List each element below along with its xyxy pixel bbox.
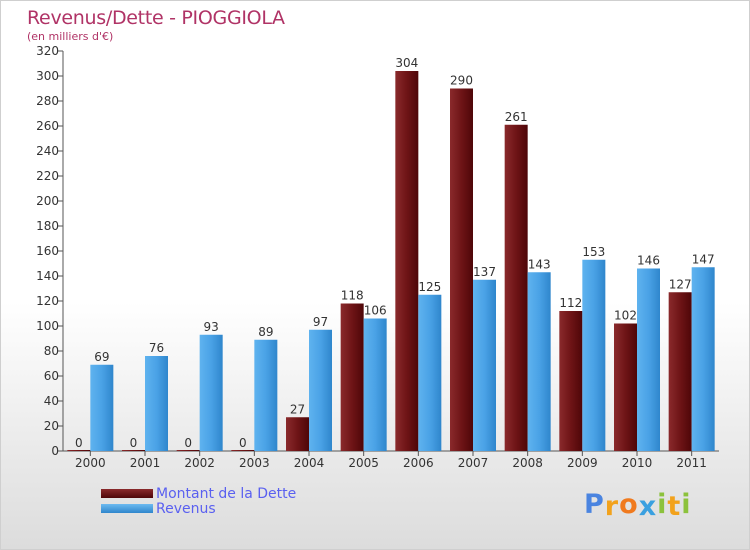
chart-subtitle: (en milliers d'€) (27, 30, 114, 43)
bar-debt-2008 (504, 124, 528, 451)
legend-label-debt: Montant de la Dette (156, 486, 297, 502)
data-label-revenus-2000: 69 (94, 350, 109, 364)
data-label-debt-2003: 0 (239, 436, 247, 450)
logo-letter: i (681, 489, 692, 520)
bar-revenus-2011 (691, 267, 715, 451)
data-label-debt-2006: 304 (395, 56, 418, 70)
data-label-debt-2000: 0 (75, 436, 83, 450)
y-tick-label: 20 (44, 419, 59, 433)
legend-swatch-debt (101, 489, 153, 498)
y-tick-label: 80 (44, 344, 59, 358)
logo-letter: t (667, 491, 682, 522)
y-tick-label: 0 (51, 444, 59, 458)
bar-revenus-2004 (309, 329, 332, 451)
data-label-debt-2004: 27 (290, 402, 305, 416)
data-label-debt-2010: 102 (614, 309, 637, 323)
y-tick-label: 100 (36, 319, 59, 333)
data-label-revenus-2001: 76 (149, 341, 164, 355)
logo-letter: r (604, 491, 620, 522)
y-tick-label: 60 (44, 369, 59, 383)
bar-debt-2000 (67, 450, 91, 451)
y-tick-label: 200 (36, 194, 59, 208)
x-tick-label: 2006 (403, 456, 434, 470)
logo-letter: i (657, 489, 668, 520)
y-tick-label: 280 (36, 94, 59, 108)
legend-label-revenus: Revenus (156, 501, 216, 517)
y-axis: 0 20 40 60 80 100 120 140 160 180 200 220 240 260 280 3… (36, 44, 64, 458)
proxiti-logo: Proxiti (584, 489, 692, 522)
x-tick-label: 2005 (348, 456, 379, 470)
data-label-revenus-2010: 146 (637, 254, 660, 268)
y-tick-label: 300 (36, 69, 59, 83)
data-label-debt-2001: 0 (130, 436, 138, 450)
data-label-revenus-2011: 147 (692, 252, 715, 266)
bar-debt-2005 (340, 303, 364, 451)
data-label-revenus-2009: 153 (582, 245, 605, 259)
y-tick-label: 180 (36, 219, 59, 233)
y-tick-label: 40 (44, 394, 59, 408)
x-tick-label: 2002 (184, 456, 215, 470)
x-tick-label: 2000 (75, 456, 106, 470)
data-label-revenus-2006: 125 (418, 280, 441, 294)
bar-debt-2007 (450, 88, 473, 451)
bar-revenus-2003 (254, 339, 278, 451)
bar-debt-2011 (668, 292, 692, 451)
data-label-revenus-2007: 137 (473, 265, 496, 279)
logo-letter: x (638, 491, 658, 522)
bar-debt-2002 (176, 450, 200, 451)
bar-debt-2004 (286, 417, 309, 451)
x-tick-label: 2009 (567, 456, 598, 470)
bar-revenus-2006 (418, 294, 442, 451)
x-tick-label: 2008 (512, 456, 543, 470)
y-tick-label: 220 (36, 169, 59, 183)
logo-letter: P (584, 489, 605, 520)
legend-swatch-revenus (101, 504, 153, 513)
x-tick-label: 2007 (458, 456, 489, 470)
bars (67, 71, 715, 451)
data-label-debt-2011: 127 (669, 277, 692, 291)
bar-revenus-2000 (90, 364, 114, 451)
x-tick-label: 2001 (130, 456, 161, 470)
y-tick-label: 160 (36, 244, 59, 258)
x-tick-label: 2004 (294, 456, 325, 470)
data-label-debt-2009: 112 (559, 296, 582, 310)
y-tick-label: 320 (36, 44, 59, 58)
bar-debt-2010 (614, 323, 637, 451)
bar-revenus-2002 (199, 334, 223, 451)
bar-revenus-2010 (637, 268, 660, 451)
data-label-revenus-2003: 89 (258, 325, 273, 339)
bar-debt-2003 (231, 450, 255, 451)
x-tick-label: 2011 (676, 456, 707, 470)
chart-title: Revenus/Dette - PIOGGIOLA (27, 7, 285, 29)
data-label-debt-2005: 118 (341, 289, 364, 303)
bar-revenus-2009 (582, 259, 606, 451)
x-axis: 2000 2001 2002 2003 2004 2005 2006 2007 2008 2009… (63, 450, 719, 470)
x-tick-label: 2003 (239, 456, 270, 470)
y-tick-label: 240 (36, 144, 59, 158)
bar-revenus-2001 (145, 356, 168, 451)
bar-debt-2009 (559, 311, 583, 451)
data-label-debt-2008: 261 (505, 110, 528, 124)
y-tick-label: 260 (36, 119, 59, 133)
data-label-revenus-2002: 93 (204, 320, 219, 334)
bar-debt-2006 (395, 71, 419, 451)
bar-revenus-2007 (473, 279, 496, 451)
y-tick-label: 140 (36, 269, 59, 283)
data-label-revenus-2004: 97 (313, 315, 328, 329)
data-label-revenus-2005: 106 (364, 304, 387, 318)
y-tick-label: 120 (36, 294, 59, 308)
data-label-revenus-2008: 143 (528, 257, 551, 271)
logo-letter: o (619, 489, 639, 520)
bar-revenus-2005 (363, 318, 387, 451)
x-tick-label: 2010 (622, 456, 653, 470)
bar-revenus-2008 (527, 272, 551, 451)
data-label-debt-2007: 290 (450, 74, 473, 88)
bar-debt-2001 (122, 450, 145, 451)
data-label-debt-2002: 0 (184, 436, 192, 450)
